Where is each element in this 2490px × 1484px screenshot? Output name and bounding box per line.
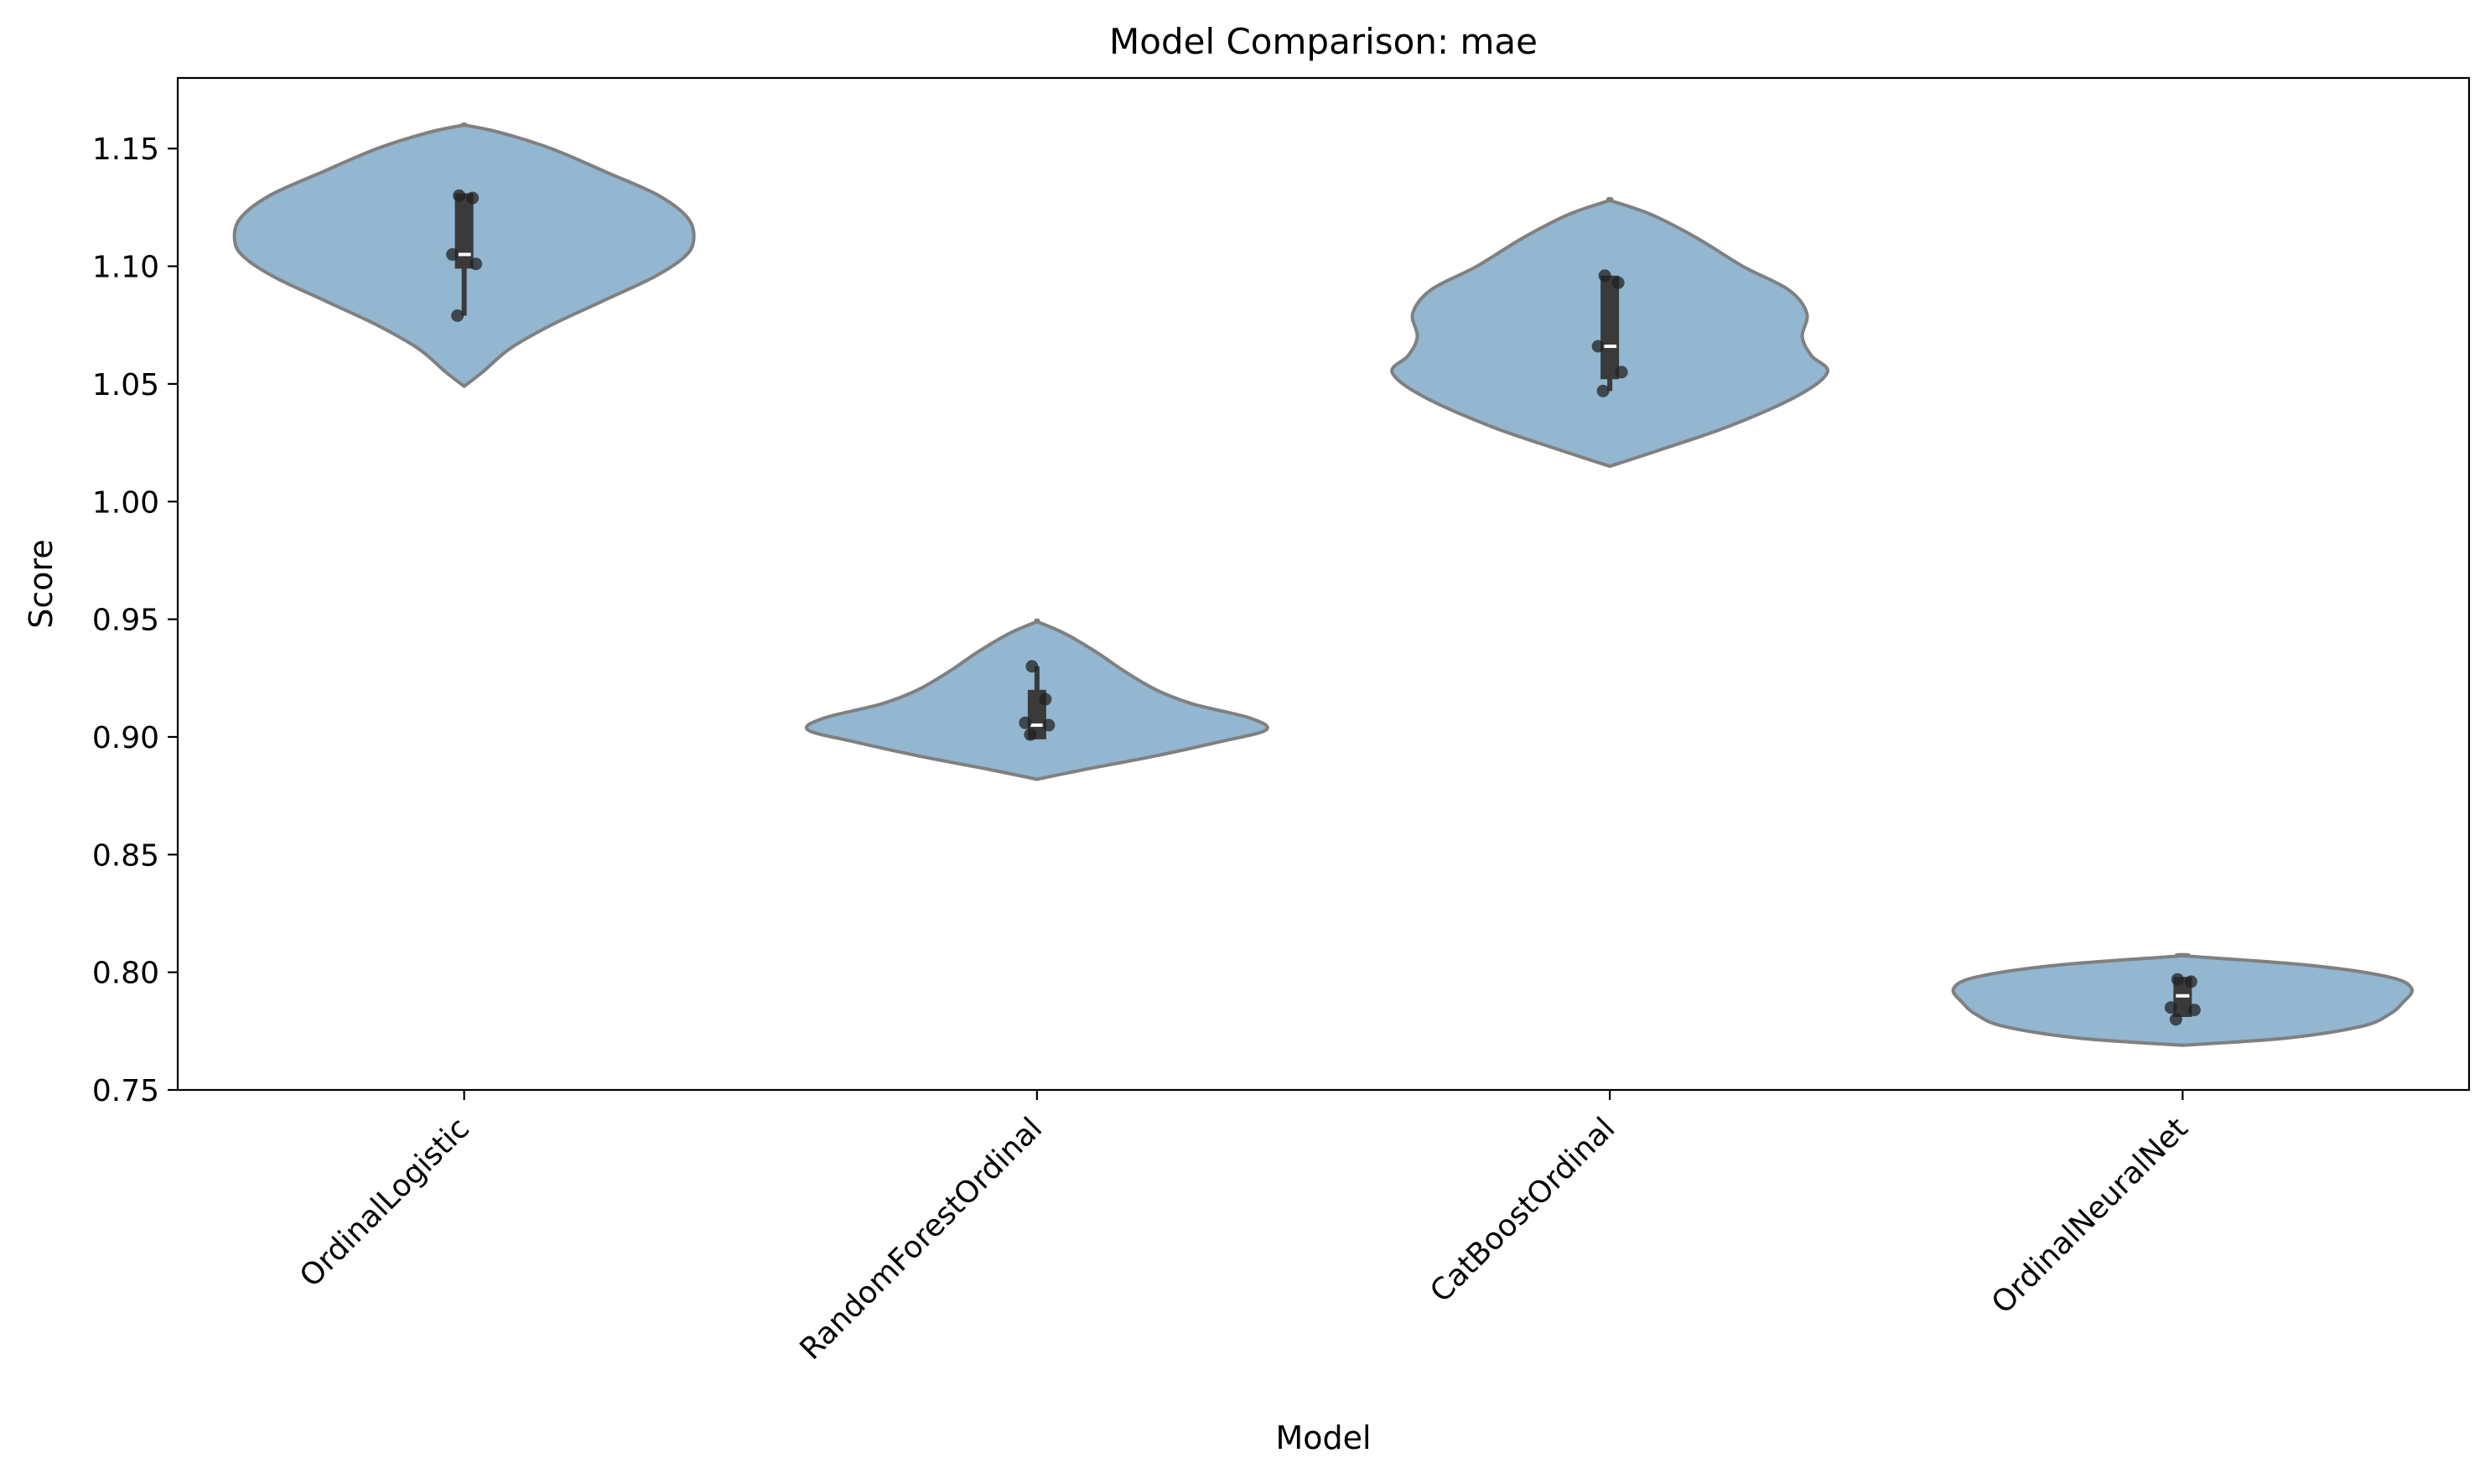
data-point [1042,719,1056,732]
violin-2 [1390,196,1829,469]
y-tick-label: 1.15 [92,132,159,167]
y-tick-label: 1.10 [92,251,159,285]
violin-3 [1951,952,2415,1047]
data-point [1024,728,1037,741]
data-point [1019,716,1032,729]
data-point [2184,975,2197,988]
violin-iqr-box [1600,275,1620,380]
y-tick-label: 0.85 [92,838,159,873]
y-tick-label: 1.05 [92,368,159,402]
y-tick-label: 0.80 [92,957,159,991]
data-point [1591,340,1605,353]
violin-iqr-box [454,193,474,269]
violin-1 [805,618,1269,781]
data-point [1615,366,1628,379]
data-point [2169,1013,2182,1026]
data-point [1025,660,1039,673]
data-point [451,309,464,323]
data-point [466,191,480,205]
data-point [1611,276,1625,289]
data-point [453,189,466,202]
data-point [2164,1001,2177,1014]
y-axis-label: Score [23,539,60,628]
data-point [2171,973,2184,986]
data-point [469,257,483,271]
data-point [1598,269,1611,283]
x-axis-label: Model [1275,1419,1371,1456]
chart-title: Model Comparison: mae [1109,21,1538,62]
data-point [446,248,459,262]
violin-0 [232,122,696,389]
plot-area [176,76,2471,1092]
data-point [2187,1004,2201,1017]
y-tick-label: 0.90 [92,721,159,755]
y-tick-label: 0.75 [92,1074,159,1108]
data-point [1596,384,1610,397]
y-tick-label: 0.95 [92,604,159,638]
data-point [1039,693,1052,706]
y-tick-label: 1.00 [92,485,159,520]
